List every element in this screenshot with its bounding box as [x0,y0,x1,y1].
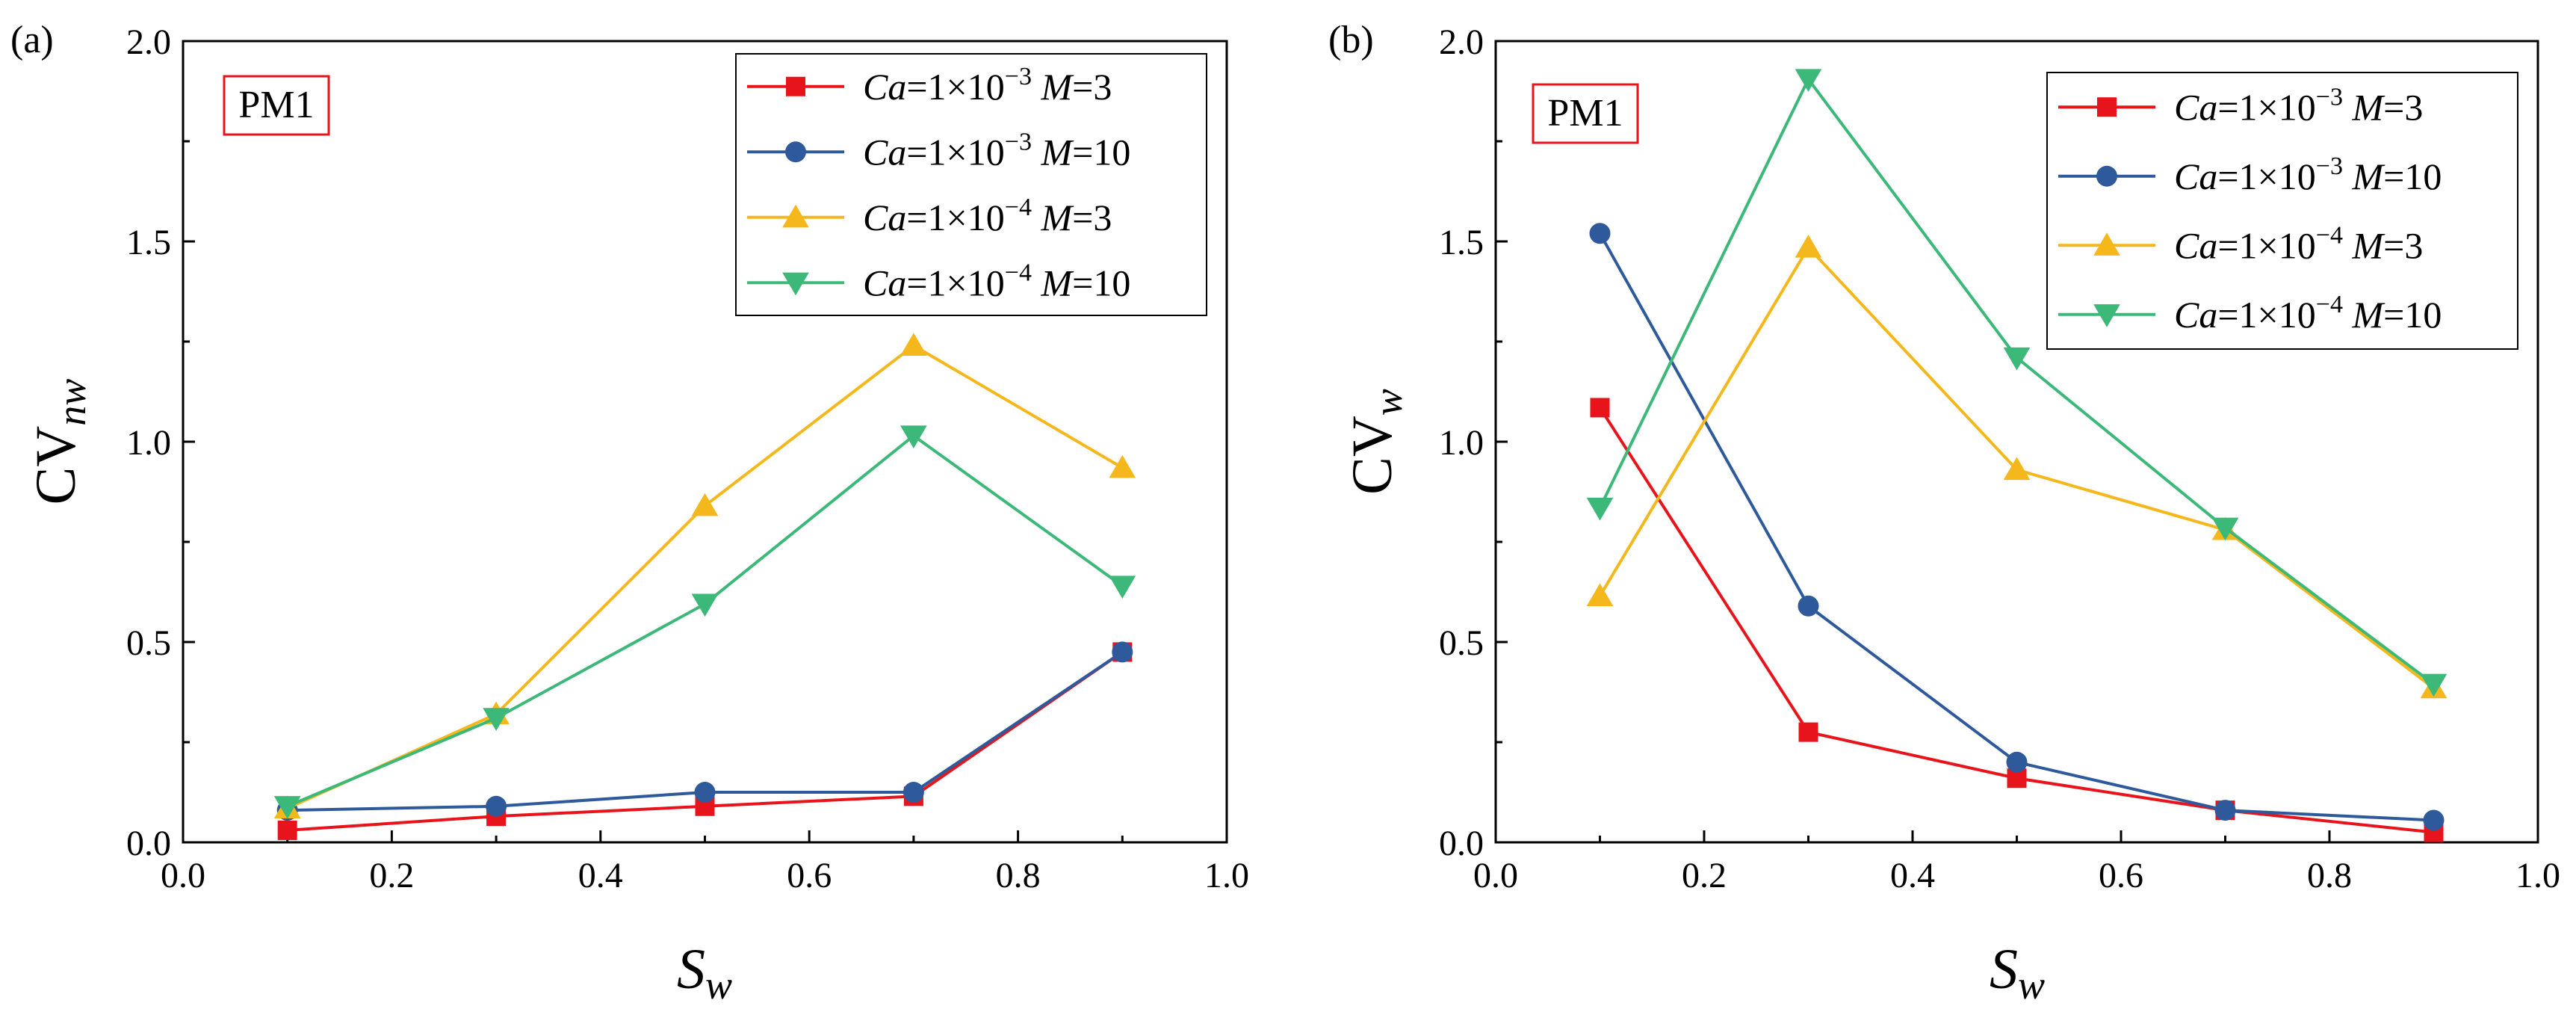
x-tick-label: 1.0 [1204,856,1249,895]
legend-label: Ca=1×10−3 M=3 [2174,83,2423,128]
data-point [2006,751,2028,773]
series-2 [276,641,1133,821]
data-point [2003,457,2031,481]
legend-marker [782,272,809,296]
data-point [273,796,301,819]
y-tick-label: 0.0 [1439,824,1484,863]
y-tick-label: 1.5 [126,223,171,262]
data-point [1795,69,1822,92]
legend-box [735,53,1207,316]
data-point [277,820,297,840]
data-point [1795,235,1822,258]
tag-box [1532,83,1639,144]
data-point [1586,497,1614,521]
legend-item: Ca=1×10−3 M=3 [2058,83,2423,128]
data-point [486,795,507,817]
data-point [902,782,924,803]
series-4 [1586,69,2447,697]
data-point [1798,722,1818,742]
legend-marker [786,76,805,96]
series-1 [277,642,1133,840]
data-point [691,593,719,617]
legend-box [2046,72,2518,350]
legend-marker [2096,165,2117,187]
x-tick-label: 1.0 [2515,856,2560,895]
legend-item: Ca=1×10−4 M=10 [2058,291,2442,336]
x-axis-title: Sw [677,938,732,1008]
legend-label: Ca=1×10−4 M=10 [863,259,1130,303]
tag-label: PM1 [238,84,314,126]
x-tick-label: 0.6 [787,856,832,895]
x-tick-label: 0.8 [996,856,1041,895]
legend-label: Ca=1×10−4 M=10 [2174,291,2442,336]
legend-item: Ca=1×10−4 M=3 [2058,221,2423,266]
data-point [1589,223,1611,244]
y-tick-label: 2.0 [1439,22,1484,62]
x-tick-label: 0.2 [369,856,414,895]
legend-label: Ca=1×10−3 M=10 [863,128,1130,173]
legend: Ca=1×10−3 M=3 Ca=1×10−3 M=10 Ca=1×10−4 M=3… [2046,72,2518,350]
x-tick-label: 0.8 [2307,856,2352,895]
x-tick-label: 0.2 [1682,856,1727,895]
series-3 [273,333,1136,819]
x-tick-label: 0.4 [1890,856,1935,895]
legend-item: Ca=1×10−3 M=10 [2058,152,2442,197]
x-tick-label: 0.0 [161,856,205,895]
series-4 [273,425,1136,819]
data-point [483,708,510,731]
data-point [2420,673,2447,697]
y-axis-title: CVnw [25,379,94,505]
tag-label: PM1 [1547,92,1623,135]
legend-marker [2093,304,2120,327]
data-point [1109,576,1136,599]
panel-b: 0.0 0.2 0.4 0.6 0.8 1.0 0.0 0.5 1.0 1.5 2.0 (b) CVw S… [1328,19,2560,1008]
legend-label: Ca=1×10−3 M=10 [2174,152,2442,197]
data-point [1590,398,1610,418]
data-point [2214,800,2236,821]
data-point [1109,454,1136,478]
legend-marker [2093,232,2120,256]
y-tick-label: 1.0 [1439,423,1484,463]
legend-item: Ca=1×10−3 M=10 [747,128,1130,173]
data-point [2423,809,2445,831]
legend-marker [785,141,806,163]
series-2 [1589,223,2445,831]
data-point [2211,517,2239,541]
legend-marker [2097,97,2117,117]
legend-label: Ca=1×10−4 M=3 [2174,221,2423,266]
legend-item: Ca=1×10−4 M=10 [747,259,1130,303]
legend-label: Ca=1×10−3 M=3 [863,63,1112,108]
legend-item: Ca=1×10−3 M=3 [747,63,1112,108]
y-tick-label: 1.5 [1439,223,1484,262]
y-axis-title: CVw [1341,389,1411,495]
y-tick-label: 2.0 [126,22,171,62]
data-point [900,425,927,448]
data-point [1798,595,1819,617]
x-axis-title: Sw [1990,938,2045,1008]
data-point [1112,641,1133,663]
legend: Ca=1×10−3 M=3 Ca=1×10−3 M=10 Ca=1×10−4 M=3… [735,53,1207,316]
data-point [2003,347,2031,371]
x-tick-label: 0.0 [1473,856,1518,895]
y-tick-label: 1.0 [126,423,171,463]
panel-label: (b) [1328,19,1374,61]
panel-a: 0.0 0.2 0.4 0.6 0.8 1.0 0.0 0.5 1.0 1.5 2.0 (a) CVnw… [10,19,1249,1008]
legend-marker [782,204,809,228]
x-tick-label: 0.4 [578,856,623,895]
legend-label: Ca=1×10−4 M=3 [863,194,1112,238]
tag-box [223,75,330,136]
data-point [691,493,719,516]
panel-label: (a) [10,19,54,61]
data-point [694,782,716,803]
legend-item: Ca=1×10−4 M=3 [747,194,1112,238]
data-point [900,333,927,356]
y-tick-label: 0.5 [1439,623,1484,663]
data-point [1586,583,1614,606]
y-tick-label: 0.0 [126,824,171,863]
x-tick-label: 0.6 [2099,856,2143,895]
y-tick-label: 0.5 [126,623,171,663]
